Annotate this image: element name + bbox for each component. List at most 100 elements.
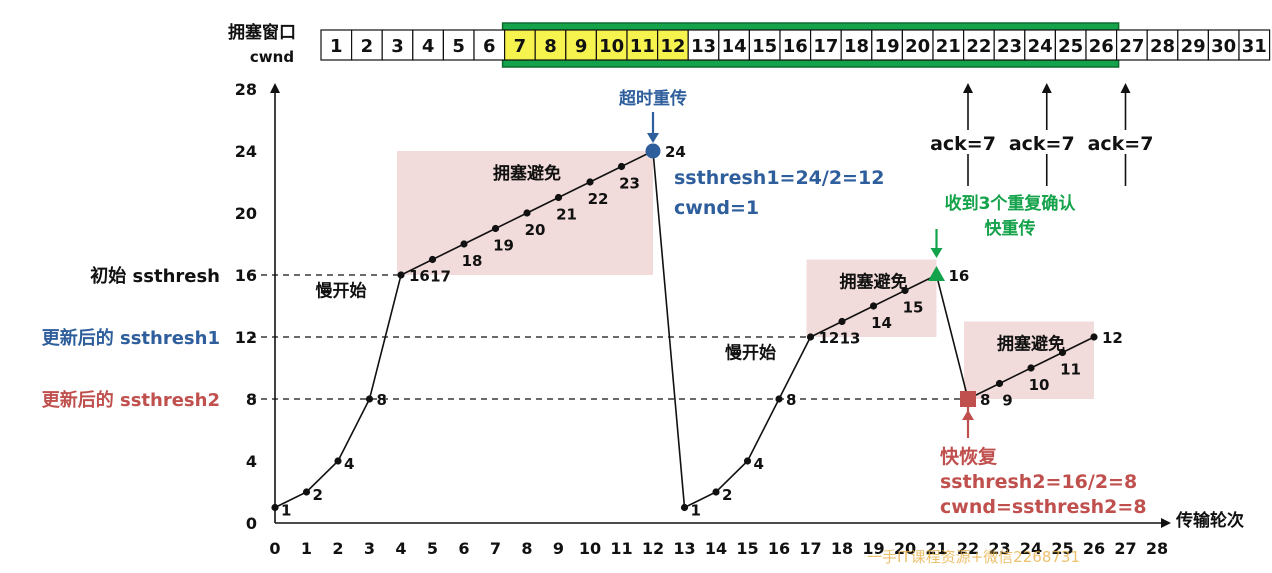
x-tick-label: 15	[736, 539, 758, 558]
window-cell-label: 31	[1242, 36, 1267, 57]
window-cell-label: 6	[483, 36, 496, 57]
point-label: 10	[1029, 376, 1050, 394]
point-label: 13	[840, 330, 861, 348]
window-cell-box	[1115, 29, 1148, 61]
window-cell-box	[779, 29, 812, 61]
window-cell-label: 16	[783, 36, 808, 57]
cwnd-header: 拥塞窗口 cwnd 1 2 3 4 5 6 7 8 9 10 11 12 13 14 15 16 17 18 19 2…	[228, 22, 1271, 68]
data-point	[1090, 333, 1098, 341]
window-cell-label: 22	[966, 36, 991, 57]
x-tick-label: 17	[799, 539, 821, 558]
threshold-lines: 初始 ssthresh 更新后的 ssthresh1 更新后的 ssthresh2	[42, 265, 968, 411]
window-cell-label: 9	[575, 36, 588, 57]
point-label: 22	[588, 190, 609, 208]
x-tick-label: 26	[1083, 539, 1105, 558]
window-cell-box	[504, 29, 536, 61]
window-cell-label: 15	[752, 36, 777, 57]
region-label: 拥塞避免	[997, 334, 1065, 355]
x-tick-label: 7	[490, 539, 501, 558]
x-tick-label: 1	[301, 539, 312, 558]
window-cell-box	[320, 29, 353, 61]
annotations: 超时重传 ssthresh1=24/2=12 cwnd=1 收到3个重复确认快重传快恢…	[619, 83, 1161, 518]
window-label: 拥塞窗口	[228, 22, 296, 43]
y-tick-label: 24	[235, 142, 257, 161]
point-label: 2	[722, 486, 732, 504]
x-tick-label: 4	[395, 539, 406, 558]
window-cell-box	[565, 29, 597, 61]
x-tick-label: 19	[862, 539, 884, 558]
fast-retransmit-line: 快重传	[985, 218, 1036, 239]
data-point	[1058, 348, 1067, 357]
data-point	[523, 209, 531, 217]
congestion-avoidance-region	[964, 321, 1094, 399]
window-cell-label: 29	[1181, 36, 1206, 57]
window-cell-box	[840, 29, 873, 61]
window-cell-box	[656, 29, 689, 61]
window-cell-label: 24	[1028, 36, 1053, 57]
y-tick-label: 8	[246, 390, 257, 409]
window-cell-label: 17	[813, 36, 838, 57]
data-point	[995, 379, 1004, 388]
point-label: 4	[344, 455, 354, 473]
data-point	[869, 302, 878, 310]
point-label: 15	[903, 299, 924, 317]
window-cell-box	[412, 29, 444, 61]
window-cell-box	[442, 29, 475, 61]
data-point	[617, 162, 626, 171]
window-cell-box	[1146, 29, 1179, 61]
window-cell-box	[626, 29, 659, 61]
timeout-arrow-head	[647, 133, 659, 143]
point-label: 19	[493, 237, 514, 255]
data-point	[491, 224, 500, 233]
window-cell-box	[473, 29, 506, 61]
point-label: 8	[980, 391, 990, 409]
ack-label: ack=7	[1088, 133, 1154, 155]
ack-label-bg	[925, 130, 1003, 154]
data-point	[554, 193, 563, 202]
x-tick-label: 12	[642, 539, 664, 558]
x-tick-label: 14	[705, 539, 727, 558]
x-tick-label: 21	[925, 539, 947, 558]
window-cell-label: 25	[1058, 36, 1083, 57]
point-label: 12	[1102, 329, 1123, 347]
threshold-label: 更新后的 ssthresh1	[42, 327, 220, 349]
data-point	[806, 333, 815, 341]
y-tick-label: 12	[235, 328, 257, 347]
fast-recovery-title: 快恢复	[940, 445, 998, 468]
window-cell-label: 2	[361, 36, 374, 57]
x-tick-label: 24	[1020, 539, 1042, 558]
point-label: 1	[691, 502, 701, 520]
point-label: 21	[556, 206, 577, 224]
data-point	[397, 271, 405, 279]
point-label: 12	[819, 329, 840, 347]
window-cell-box	[351, 29, 383, 61]
data-point	[712, 488, 720, 496]
window-cell-label: 20	[905, 36, 930, 57]
timeout-title: 超时重传	[619, 88, 687, 109]
point-label: 9	[1002, 392, 1012, 410]
window-cell-box	[1238, 29, 1271, 61]
slow-start-label: 慢开始	[725, 343, 776, 364]
x-tick-label: 8	[521, 539, 532, 558]
cwnd-label: cwnd	[250, 48, 294, 66]
x-tick-label: 0	[269, 539, 280, 558]
window-cell-box	[871, 29, 903, 61]
ack-label-bg	[1003, 130, 1082, 154]
window-cell-box	[932, 29, 965, 61]
window-cell-box	[748, 29, 781, 61]
x-tick-label: 9	[553, 539, 564, 558]
timeout-line: cwnd=1	[674, 197, 759, 219]
point-label: 23	[619, 175, 640, 193]
fast-retransmit-arrow-head	[930, 248, 943, 258]
axes: 0 1 2 3 4 5 6 7 8 9 10 11 12 13 14 15 16 17 18 19 20 21 22 23 24…	[235, 80, 1171, 558]
fast-recovery-line: cwnd=ssthresh2=8	[940, 496, 1147, 518]
point-label: 11	[1060, 361, 1081, 379]
x-tick-label: 18	[831, 539, 853, 558]
x-tick-label: 3	[364, 539, 375, 558]
data-point	[1027, 364, 1035, 372]
data-point	[334, 457, 342, 465]
point-label: 2	[313, 486, 323, 504]
window-cell-box	[1085, 29, 1118, 61]
